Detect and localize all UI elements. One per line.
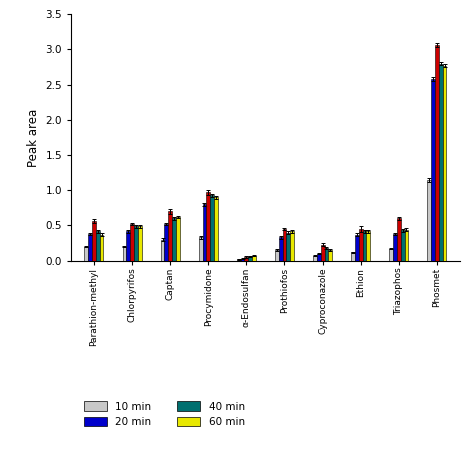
Bar	[328, 250, 332, 261]
Bar	[88, 234, 92, 261]
Bar	[172, 219, 176, 261]
Bar	[431, 79, 435, 261]
Bar	[359, 229, 363, 261]
Bar	[401, 230, 404, 261]
Bar	[96, 231, 100, 261]
Bar	[168, 211, 172, 261]
Bar	[443, 65, 447, 261]
Bar	[393, 234, 397, 261]
Bar	[130, 224, 134, 261]
Bar	[210, 195, 214, 261]
Bar	[283, 229, 286, 261]
Bar	[286, 233, 290, 261]
Bar	[313, 256, 317, 261]
Bar	[123, 246, 127, 261]
Bar	[248, 256, 252, 261]
Y-axis label: Peak area: Peak area	[27, 109, 40, 166]
Bar	[138, 226, 142, 261]
Bar	[252, 256, 256, 261]
Bar	[325, 248, 328, 261]
Bar	[351, 252, 355, 261]
Bar	[127, 231, 130, 261]
Bar	[389, 249, 393, 261]
Bar	[355, 235, 359, 261]
Bar	[279, 237, 283, 261]
Bar	[290, 231, 294, 261]
Bar	[199, 237, 202, 261]
Bar	[84, 246, 88, 261]
Bar	[206, 192, 210, 261]
Bar	[275, 250, 279, 261]
Bar	[214, 197, 218, 261]
Bar	[397, 219, 401, 261]
Bar	[245, 257, 248, 261]
Bar	[428, 180, 431, 261]
Bar	[164, 224, 168, 261]
Bar	[435, 45, 439, 261]
Bar	[317, 254, 321, 261]
Bar	[439, 64, 443, 261]
Bar	[237, 259, 241, 261]
Bar	[161, 239, 164, 261]
Bar	[134, 226, 138, 261]
Bar	[366, 231, 370, 261]
Legend: 10 min, 20 min, 40 min, 60 min: 10 min, 20 min, 40 min, 60 min	[84, 401, 245, 427]
Bar	[363, 231, 366, 261]
Bar	[202, 204, 206, 261]
Bar	[321, 245, 325, 261]
Bar	[100, 235, 103, 261]
Bar	[241, 259, 245, 261]
Bar	[92, 221, 96, 261]
Bar	[176, 217, 180, 261]
Bar	[404, 230, 408, 261]
